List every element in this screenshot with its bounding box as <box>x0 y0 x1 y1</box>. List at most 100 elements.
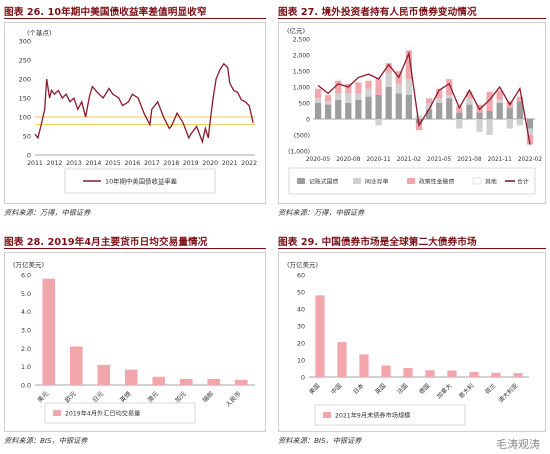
bar <box>207 379 220 385</box>
bar-segment <box>365 81 371 89</box>
bar-segment <box>446 95 452 98</box>
y-tick-label: (500) <box>294 133 310 140</box>
panel-yield-spread: 图表 26. 10年期中美国债收益率差值明显收窄 (个基点) 0 50 100 150 2… <box>4 4 266 224</box>
bar-segment <box>466 98 472 104</box>
bar-segment <box>507 108 513 119</box>
bar-segment <box>355 100 361 119</box>
x-tick-label: 2018 <box>163 160 179 167</box>
y-tick-label: 50 <box>297 290 305 297</box>
bar-segment <box>416 115 422 116</box>
bar <box>469 372 478 377</box>
bar <box>235 380 248 385</box>
x-tick-label: 2021 <box>222 160 238 167</box>
bar-segment <box>345 93 351 103</box>
bar <box>97 365 110 385</box>
unit-label: (个基点) <box>27 28 52 37</box>
y-tick-label: 10 <box>297 358 305 365</box>
bar-segment <box>365 89 371 97</box>
x-tick-label: 2020-08 <box>336 157 361 163</box>
source-note: 资料来源：万得，中银证券 <box>4 208 90 218</box>
bar-segment <box>486 90 492 92</box>
x-tick-label: 加元 <box>173 390 187 404</box>
bar-segment <box>335 100 341 119</box>
legend-label: 政策性金融债 <box>419 178 454 186</box>
bar-segment <box>315 98 321 103</box>
y-tick-label: 0.0 <box>21 383 31 390</box>
bar-segment <box>386 87 392 119</box>
y-tick-label: 150 <box>19 95 31 103</box>
bar-segment <box>375 79 381 95</box>
y-tick-label: 50 <box>23 133 31 141</box>
x-tick-label: 意大利 <box>457 382 475 400</box>
x-tick-label: 德国 <box>417 382 431 396</box>
bar-segment <box>365 97 371 119</box>
bar-segment <box>517 119 523 125</box>
bar <box>337 342 346 377</box>
panel-title: 图表 28. 2019年4月主要货币日均交易量情况 <box>4 234 207 248</box>
legend-swatch <box>297 178 305 184</box>
legend-label: 同业存单 <box>365 178 389 186</box>
bond-market-chart: (万亿美元)0102030405060美国 中国 日本 英国 法国 德国 加拿大 意大利 荷兰澳… <box>279 253 545 431</box>
panel-title: 图表 26. 10年期中美国债收益率差值明显收窄 <box>4 4 207 18</box>
panel-foreign-holdings: 图表 27. 境外投资者持有人民币债券变动情况 (亿元) (1,000) (500)… <box>278 4 546 224</box>
y-tick-label: 60 <box>297 273 305 280</box>
bar <box>381 365 390 377</box>
bar-segment <box>446 98 452 119</box>
x-tick-label: 中国 <box>329 382 343 396</box>
y-tick-label: 0 <box>27 152 31 160</box>
x-tick-label: 2021-05 <box>427 157 452 163</box>
legend-label: 其他 <box>485 178 497 186</box>
x-tick-label: 2020-11 <box>366 157 391 163</box>
bar-segment <box>375 119 381 125</box>
y-tick-label: 2,500 <box>293 37 310 44</box>
y-tick-label: 1,500 <box>293 69 310 76</box>
x-tick-label: 英镑 <box>118 390 132 404</box>
bar-segment <box>335 81 341 94</box>
title-rule <box>4 18 266 19</box>
bar-segment <box>335 93 341 99</box>
bar-segment <box>507 119 513 129</box>
bar <box>70 347 83 386</box>
bar-segment <box>456 113 462 119</box>
bar-segment <box>375 95 381 119</box>
x-tick-label: 瑞郎 <box>201 390 215 404</box>
chart-frame: (亿元) (1,000) (500) 0 500 1,000 1,500 2,000 2,500… <box>278 22 546 204</box>
bar-segment <box>386 60 392 63</box>
bar-segment <box>436 103 442 119</box>
bar-segment <box>527 145 533 146</box>
chart-frame: (万亿美元) 0 10 20 30 40 50 60 美国 中国 日本 英国 法国 德国 加拿大 意大利 荷兰澳… <box>278 252 546 432</box>
unit-label: (万亿美元) <box>287 260 318 269</box>
bar-segment <box>386 73 392 87</box>
chart-frame: (个基点) 0 50 100 150 200 250 300 2011 2012 2013 2014 2… <box>4 22 266 204</box>
title-rule <box>278 18 546 19</box>
legend-swatch <box>323 412 331 418</box>
source-note: 资料来源：BIS，中银证券 <box>278 436 362 446</box>
legend-label: 2021年9月末债券市场规模 <box>335 412 410 420</box>
bar-segment <box>486 119 492 135</box>
bar-segment <box>416 116 422 119</box>
x-tick-label: 2016 <box>124 160 140 167</box>
legend-label: 2019年4月外汇日均交易量 <box>65 410 140 418</box>
bar-segment <box>335 79 341 81</box>
foreign-holdings-chart: (亿元)(1,000)(500)05001,0001,5002,0002,500… <box>279 23 545 203</box>
chart-frame: (万亿美元) 0.0 1.0 2.0 3.0 4.0 5.0 6.0 美元 欧元 日元 英镑 澳元 加元瑞… <box>4 252 266 432</box>
bar-segment <box>456 119 462 129</box>
y-tick-label: 2,000 <box>293 53 310 60</box>
x-tick-label: 澳元 <box>146 390 160 404</box>
legend-label: 合计 <box>517 178 529 186</box>
bar-segment <box>355 93 361 99</box>
bar <box>447 371 456 377</box>
unit-label: (亿元) <box>287 26 305 35</box>
x-tick-label: 英国 <box>373 382 387 396</box>
bar-segment <box>426 98 432 103</box>
x-tick-label: 2022 <box>241 160 257 167</box>
x-tick-label: 2021-08 <box>457 157 482 163</box>
x-tick-label: 2020-05 <box>306 157 331 163</box>
legend-label: 10年期中美国债收益率差 <box>105 177 177 186</box>
bar-segment <box>325 101 331 104</box>
x-tick-label: 法国 <box>395 382 409 396</box>
bar-segment <box>406 79 412 95</box>
y-tick-label: 6.0 <box>21 273 31 280</box>
bar <box>425 370 434 377</box>
y-tick-label: 40 <box>297 307 305 314</box>
